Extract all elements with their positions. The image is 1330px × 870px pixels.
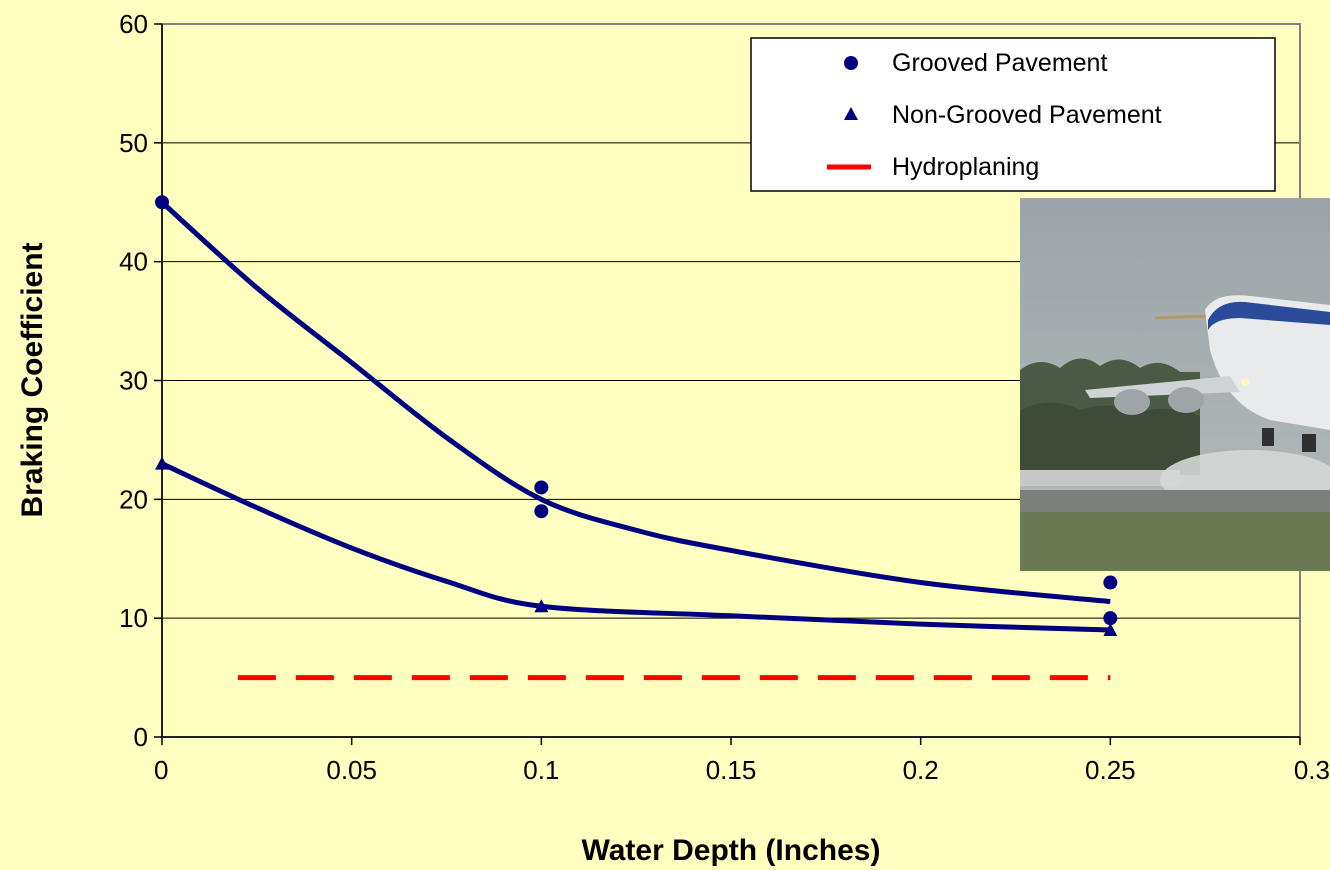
- legend-label-non-grooved: Non-Grooved Pavement: [892, 101, 1162, 129]
- x-tick-label: 0.2: [903, 755, 939, 785]
- y-axis-ticks: 0 10 20 30 40 50 60: [119, 9, 162, 752]
- y-tick-label: 0: [134, 722, 148, 752]
- data-point: [155, 456, 169, 470]
- y-tick-label: 20: [119, 484, 148, 514]
- x-axis-title: Water Depth (Inches): [582, 834, 881, 867]
- y-tick-label: 60: [119, 9, 148, 39]
- trend-line: [160, 461, 1111, 633]
- legend-label-grooved: Grooved Pavement: [892, 49, 1107, 77]
- x-tick-label: 0.3: [1294, 755, 1330, 785]
- series-layer: [155, 195, 1118, 681]
- x-tick-label: 0.1: [523, 755, 559, 785]
- series-non-grooved-pavement: [155, 456, 1118, 637]
- legend: Grooved Pavement Non-Grooved Pavement Hy…: [750, 37, 1276, 192]
- y-tick-label: 30: [119, 366, 148, 396]
- y-tick-label: 50: [119, 128, 148, 158]
- trend-line: [160, 200, 1111, 605]
- y-axis-title: Braking Coefficient: [16, 242, 49, 517]
- legend-label-hydroplaning: Hydroplaning: [892, 153, 1039, 181]
- x-tick-label: 0: [154, 755, 168, 785]
- data-point: [1103, 623, 1118, 637]
- series-grooved-pavement: [155, 195, 1118, 626]
- x-tick-label: 0.25: [1085, 755, 1136, 785]
- y-tick-label: 40: [119, 247, 148, 277]
- data-point: [534, 599, 549, 613]
- data-point: [534, 504, 549, 519]
- legend-triangle-icon: [844, 107, 858, 120]
- data-point: [534, 480, 549, 495]
- data-point: [155, 195, 169, 210]
- x-tick-label: 0.05: [326, 755, 377, 785]
- data-point: [1103, 575, 1118, 590]
- x-axis-ticks: 0 0.05 0.1 0.15 0.2 0.25 0.3: [154, 737, 1330, 785]
- data-point: [1103, 611, 1118, 626]
- legend-circle-icon: [844, 56, 858, 70]
- y-tick-label: 10: [119, 603, 148, 633]
- airplane-photo: [1020, 198, 1330, 571]
- x-tick-label: 0.15: [706, 755, 757, 785]
